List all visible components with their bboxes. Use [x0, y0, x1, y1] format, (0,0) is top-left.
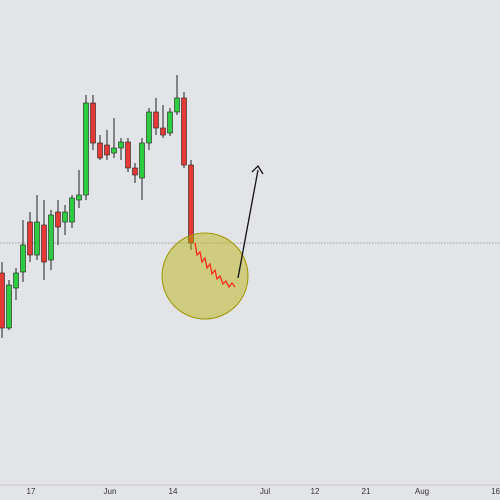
arrow — [237, 169, 259, 279]
candle-body — [160, 127, 166, 136]
candle-body — [34, 221, 40, 256]
candle-body — [76, 194, 82, 201]
candle-body — [125, 141, 131, 169]
candle-body — [62, 211, 68, 223]
x-tick-label: Jul — [260, 487, 270, 496]
candle-body — [118, 141, 124, 149]
candles — [0, 75, 194, 338]
candle-body — [69, 197, 75, 223]
candle-body — [174, 97, 180, 113]
candle-body — [153, 111, 159, 129]
projection-path — [194, 242, 236, 289]
candle-body — [48, 214, 54, 261]
x-tick-label: 16 — [491, 487, 500, 496]
candle-body — [111, 147, 117, 154]
candle-body — [104, 144, 110, 156]
candle-body — [139, 142, 145, 179]
candle-body — [6, 284, 12, 329]
x-tick-label: 21 — [362, 487, 371, 496]
candle-body — [146, 111, 152, 144]
candle-body — [181, 97, 187, 166]
candle-body — [97, 142, 103, 159]
candle-body — [167, 111, 173, 134]
x-tick-label: 12 — [311, 487, 320, 496]
candle-body — [27, 221, 33, 256]
candle-body — [20, 244, 26, 273]
x-axis-labels: 17 Jun 14 Jul 12 21 Aug 16 — [27, 487, 500, 496]
candle-body — [41, 224, 47, 263]
candle-body — [0, 272, 5, 329]
candle-body — [13, 272, 19, 289]
candle-body — [83, 102, 89, 196]
candle-body — [55, 211, 61, 228]
x-tick-label: 14 — [169, 487, 178, 496]
candle-body — [90, 102, 96, 144]
x-tick-label: Jun — [104, 487, 117, 496]
candle-body — [132, 167, 138, 176]
x-tick-label: Aug — [415, 487, 429, 496]
x-tick-label: 17 — [27, 487, 36, 496]
arrow-head — [251, 164, 264, 175]
candle-body — [188, 164, 194, 244]
highlight-circle — [161, 232, 249, 320]
